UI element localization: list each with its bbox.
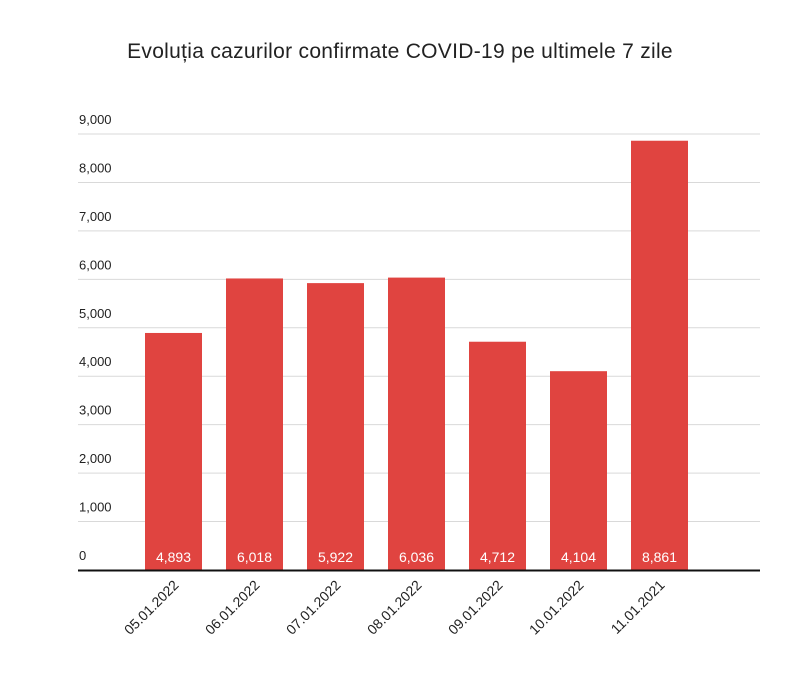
data-labels: 4,893 6,018 5,922 6,036 4,712 4,104 8,861 (156, 549, 677, 565)
y-tick-label: 2,000 (79, 451, 112, 466)
bar (631, 140, 688, 571)
x-category-label: 07.01.2022 (283, 577, 344, 638)
y-tick-label: 6,000 (79, 257, 112, 272)
data-label: 4,712 (480, 549, 515, 565)
y-tick-label: 4,000 (79, 354, 112, 369)
y-tick-label: 5,000 (79, 306, 112, 321)
data-label: 8,861 (642, 549, 677, 565)
x-category-label: 10.01.2022 (526, 577, 587, 638)
data-label: 4,893 (156, 549, 191, 565)
x-category-label: 08.01.2022 (364, 577, 425, 638)
x-category-label: 05.01.2022 (121, 577, 182, 638)
x-category-label: 11.01.2021 (607, 577, 667, 637)
x-axis-categories: 05.01.2022 06.01.2022 07.01.2022 08.01.2022… (121, 577, 668, 638)
y-tick-label: 7,000 (79, 209, 112, 224)
data-label: 6,018 (237, 549, 272, 565)
bar (388, 277, 445, 570)
data-label: 6,036 (399, 549, 434, 565)
bar (469, 341, 526, 570)
y-axis-ticks: 0 1,000 2,000 3,000 4,000 5,000 6,000 7,000 8,00… (79, 112, 112, 563)
chart-title: Evoluția cazurilor confirmate COVID-19 p… (127, 40, 673, 63)
data-label: 4,104 (561, 549, 596, 565)
bar (226, 278, 283, 570)
bars (145, 140, 688, 571)
x-category-label: 09.01.2022 (445, 577, 506, 638)
y-tick-label: 3,000 (79, 403, 112, 418)
y-tick-label: 1,000 (79, 500, 112, 515)
x-category-label: 06.01.2022 (202, 577, 263, 638)
bar (307, 283, 364, 570)
bar (145, 332, 202, 570)
bar (550, 371, 607, 570)
data-label: 5,922 (318, 549, 353, 565)
y-tick-label: 8,000 (79, 160, 112, 175)
y-tick-label: 0 (79, 548, 86, 563)
y-tick-label: 9,000 (79, 112, 112, 127)
